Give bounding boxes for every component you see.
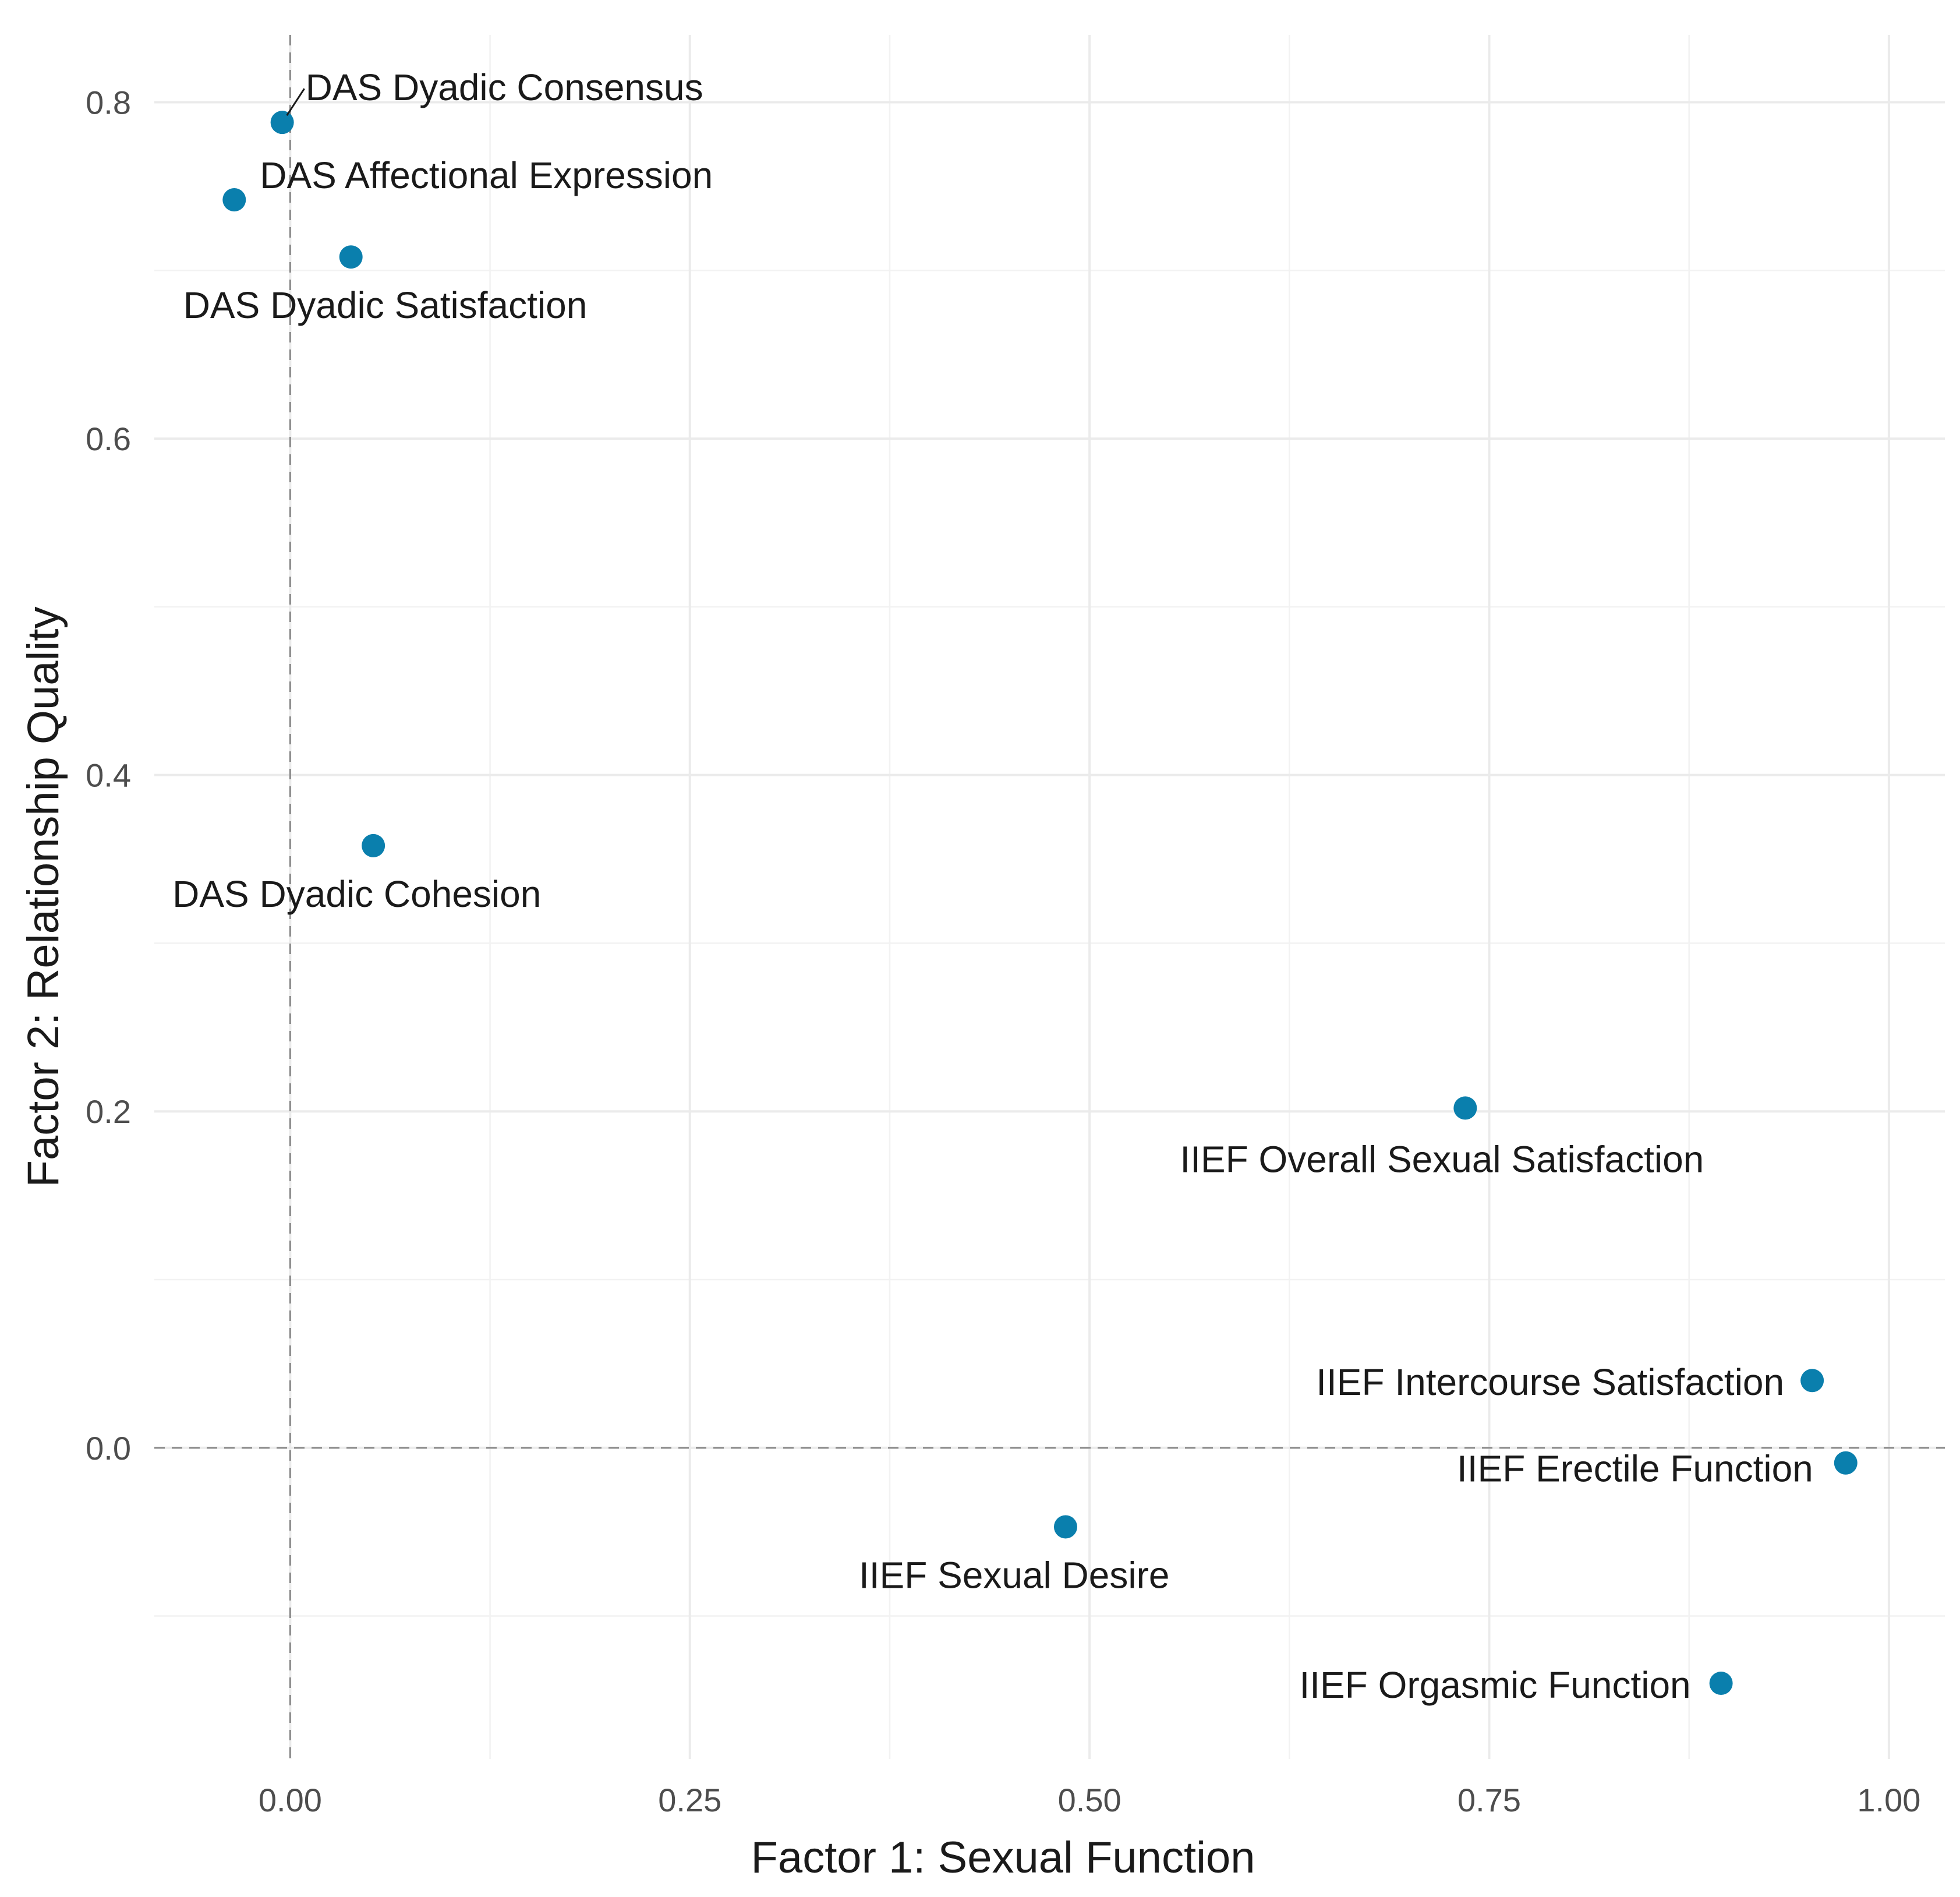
x-tick-label: 1.00 — [1857, 1782, 1920, 1818]
zero-reference-lines — [154, 35, 1945, 1759]
data-point — [362, 833, 385, 857]
data-point — [222, 188, 246, 212]
minor-gridlines — [154, 35, 1945, 1759]
data-point — [1053, 1515, 1077, 1539]
point-label: IIEF Intercourse Satisfaction — [1316, 1361, 1784, 1403]
data-point — [1709, 1672, 1733, 1695]
x-tick-label: 0.75 — [1457, 1782, 1521, 1818]
y-tick-label: 0.8 — [86, 84, 131, 121]
data-point — [339, 245, 363, 269]
point-label: IIEF Orgasmic Function — [1299, 1664, 1690, 1706]
x-axis-tick-labels: 0.00 0.25 0.50 0.75 1.00 — [259, 1782, 1921, 1818]
point-label: IIEF Overall Sexual Satisfaction — [1180, 1138, 1704, 1180]
y-axis-title: Factor 2: Relationship Quality — [19, 607, 68, 1188]
data-point — [270, 111, 294, 135]
y-tick-label: 0.4 — [86, 757, 131, 794]
x-tick-label: 0.25 — [658, 1782, 721, 1818]
data-points — [222, 111, 1858, 1695]
point-label: DAS Dyadic Satisfaction — [183, 284, 588, 326]
y-tick-label: 0.0 — [86, 1430, 131, 1467]
major-gridlines — [154, 35, 1945, 1759]
y-axis-tick-labels: 0.0 0.2 0.4 0.6 0.8 — [86, 84, 131, 1467]
data-point — [1453, 1096, 1477, 1120]
point-label: DAS Affectional Expression — [260, 154, 713, 196]
label-leader-line — [286, 88, 305, 116]
x-tick-label: 0.50 — [1058, 1782, 1121, 1818]
x-axis-title: Factor 1: Sexual Function — [751, 1833, 1255, 1882]
point-labels: DAS Dyadic Consensus DAS Affectional Expr… — [172, 66, 1813, 1706]
point-label: DAS Dyadic Cohesion — [172, 873, 541, 915]
point-label: DAS Dyadic Consensus — [306, 66, 703, 108]
point-label: IIEF Sexual Desire — [859, 1554, 1170, 1596]
x-tick-label: 0.00 — [259, 1782, 322, 1818]
y-tick-label: 0.6 — [86, 421, 131, 457]
data-point — [1834, 1451, 1858, 1475]
y-tick-label: 0.2 — [86, 1093, 131, 1130]
data-point — [1800, 1369, 1824, 1393]
point-label: IIEF Erectile Function — [1457, 1448, 1813, 1490]
